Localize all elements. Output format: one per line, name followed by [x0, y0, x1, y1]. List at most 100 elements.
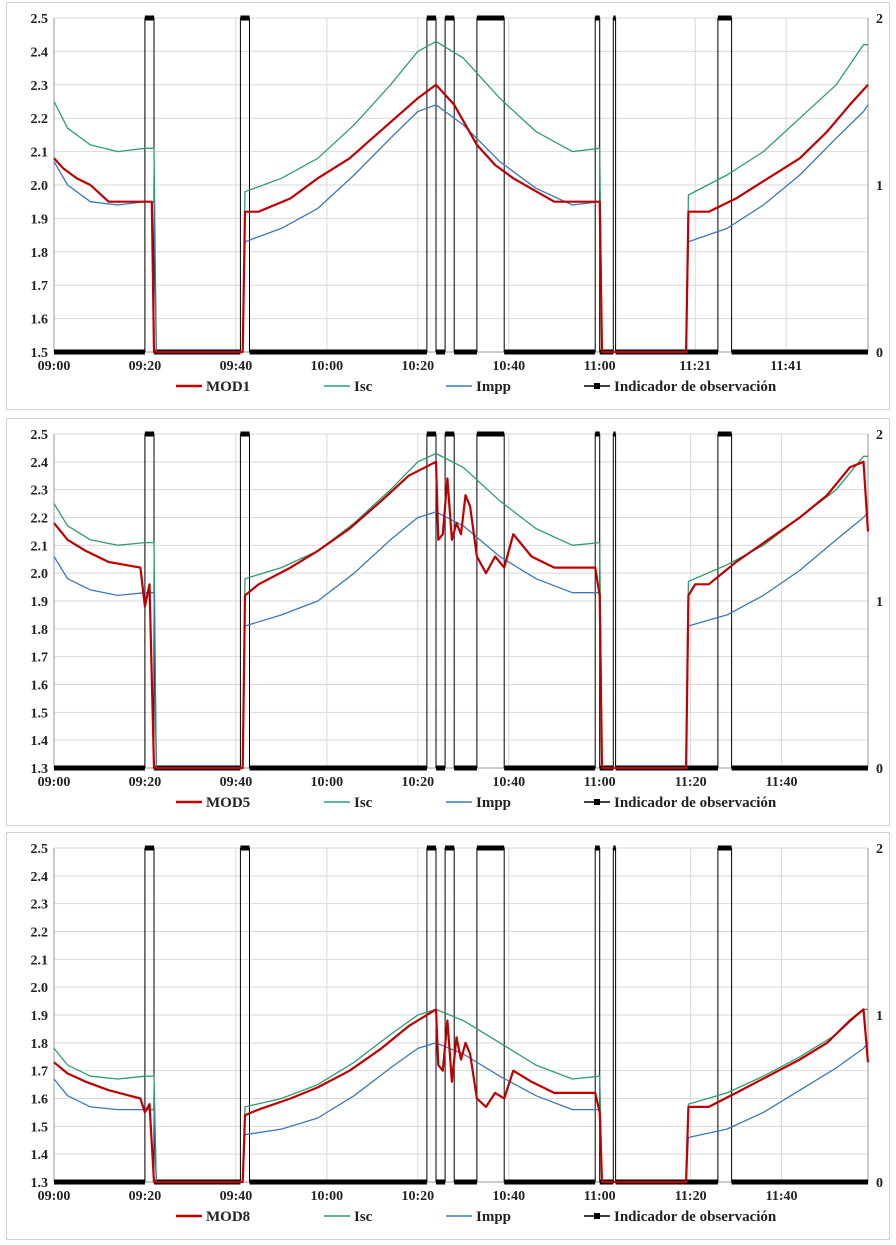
- y-tick-label: 1.8: [31, 246, 49, 261]
- y-tick-label: 2.0: [31, 179, 49, 194]
- x-tick-label: 10:20: [401, 359, 434, 374]
- y2-tick-label: 2: [876, 12, 883, 27]
- x-tick-label: 10:00: [311, 359, 344, 374]
- x-tick-label: 11:40: [766, 775, 798, 790]
- legend-label-impp: Impp: [476, 795, 511, 811]
- legend-label-impp: Impp: [476, 379, 511, 395]
- y-tick-label: 1.5: [31, 1120, 49, 1135]
- y-tick-label: 2.5: [31, 842, 49, 857]
- series-line-impp: [53, 1042, 869, 1183]
- legend-label-indicator: Indicador de observación: [614, 379, 777, 395]
- y-tick-label: 2.3: [31, 79, 49, 94]
- x-tick-label: 09:00: [38, 359, 71, 374]
- chart-panel-mod8: 2.5 2.4 2.3 2.2 2.1 2.0 1.9 1.8 1.7 1.6 1.5 1.4 1.3 0…: [6, 832, 890, 1240]
- x-tick-label: 09:20: [129, 1189, 162, 1204]
- series-line-mod: [53, 83, 869, 354]
- chart-panel-mod5: 2.5 2.4 2.3 2.2 2.1 2.0 1.9 1.8 1.7 1.6 1.5 1.4 1.3 0…: [6, 418, 890, 826]
- y-tick-label: 2.3: [31, 898, 49, 913]
- y2-tick-label: 1: [876, 1009, 883, 1024]
- x-tick-label: 10:00: [311, 775, 344, 790]
- x-tick-label: 09:00: [38, 775, 71, 790]
- y-tick-label: 1.6: [31, 679, 49, 694]
- legend-label-isc: Isc: [354, 379, 373, 395]
- x-tick-label: 09:20: [129, 359, 162, 374]
- x-tick-label: 11:20: [675, 1189, 707, 1204]
- x-tick-label: 11:40: [766, 1189, 798, 1204]
- chart-mod5: 2.52.42.32.22.12.01.91.81.71.61.51.41.30…: [6, 418, 890, 826]
- y-tick-label: 1.6: [31, 313, 49, 328]
- y2-tick-label: 2: [876, 428, 883, 443]
- x-tick-label: 09:40: [220, 1189, 253, 1204]
- y-tick-label: 1.5: [31, 346, 49, 361]
- y2-tick-label: 1: [876, 179, 883, 194]
- y-tick-label: 1.3: [31, 1176, 49, 1191]
- y-tick-label: 2.4: [31, 45, 49, 60]
- x-tick-label: 09:40: [220, 775, 253, 790]
- y-tick-label: 1.8: [31, 623, 49, 638]
- chart-panel-mod1: 2.5 2.4 2.3 2.2 2.1 2.0 1.9 1.8 1.7 1.6 1.5 09:00 09…: [6, 2, 890, 410]
- y-tick-label: 1.9: [31, 212, 49, 227]
- legend-marker-indicator: [594, 383, 600, 389]
- y-tick-label: 1.7: [31, 279, 49, 294]
- x-tick-label: 11:21: [679, 359, 711, 374]
- legend-label-mod: MOD1: [206, 379, 250, 395]
- y-tick-label: 2.0: [31, 981, 49, 996]
- y-tick-label: 2.5: [31, 428, 49, 443]
- x-tick-label: 11:41: [770, 359, 802, 374]
- y-tick-label: 1.7: [31, 1065, 49, 1080]
- x-tick-label: 09:40: [220, 359, 253, 374]
- y2-tick-label: 0: [876, 346, 883, 361]
- y-tick-label: 2.4: [31, 870, 49, 885]
- x-tick-label: 10:20: [401, 1189, 434, 1204]
- y-tick-label: 1.3: [31, 762, 49, 777]
- series-line-mod: [53, 460, 870, 770]
- legend-marker-indicator: [594, 1213, 600, 1219]
- y-tick-label: 2.4: [31, 456, 49, 471]
- legend-marker-indicator: [594, 799, 600, 805]
- legend-label-isc: Isc: [354, 1209, 373, 1225]
- chart-mod8: 2.52.42.32.22.12.01.91.81.71.61.51.41.30…: [6, 832, 890, 1240]
- y-tick-label: 1.9: [31, 1009, 49, 1024]
- y-tick-label: 2.3: [31, 484, 49, 499]
- y-tick-label: 1.8: [31, 1037, 49, 1052]
- x-tick-label: 09:00: [38, 1189, 71, 1204]
- x-tick-label: 10:20: [401, 775, 434, 790]
- y-tick-label: 1.7: [31, 651, 49, 666]
- series-line-isc: [53, 452, 868, 769]
- y-tick-label: 1.6: [31, 1093, 49, 1108]
- legend-label-indicator: Indicador de observación: [614, 1209, 777, 1225]
- series-line-isc: [53, 40, 868, 353]
- legend-label-mod: MOD8: [206, 1209, 250, 1225]
- y-tick-label: 2.1: [31, 953, 49, 968]
- y-tick-label: 2.2: [31, 112, 49, 127]
- y-tick-label: 2.0: [31, 567, 49, 582]
- x-tick-label: 11:00: [584, 359, 616, 374]
- x-tick-label: 10:40: [492, 359, 525, 374]
- legend-label-isc: Isc: [354, 795, 373, 811]
- series-line-mod: [53, 1008, 870, 1184]
- y-tick-label: 1.4: [31, 734, 49, 749]
- x-tick-label: 11:00: [584, 1189, 616, 1204]
- chart-mod1: 2.5 2.4 2.3 2.2 2.1 2.0 1.9 1.8 1.7 1.6 1.509:00 09…: [6, 2, 890, 410]
- y2-tick-label: 0: [876, 1176, 883, 1191]
- series-line-impp: [53, 511, 869, 769]
- y2-tick-label: 0: [876, 762, 883, 777]
- x-tick-label: 10:40: [492, 1189, 525, 1204]
- y-tick-label: 2.1: [31, 146, 49, 161]
- y2-tick-label: 2: [876, 842, 883, 857]
- y-tick-label: 1.9: [31, 595, 49, 610]
- x-tick-label: 10:40: [492, 775, 525, 790]
- y-tick-label: 2.5: [31, 12, 49, 27]
- legend-label-impp: Impp: [476, 1209, 511, 1225]
- y-tick-label: 1.5: [31, 706, 49, 721]
- legend-label-mod: MOD5: [206, 795, 250, 811]
- y-tick-label: 2.1: [31, 539, 49, 554]
- chart-frame: [6, 2, 890, 410]
- x-tick-label: 11:20: [675, 775, 707, 790]
- x-tick-label: 10:00: [311, 1189, 344, 1204]
- y-tick-label: 1.4: [31, 1148, 49, 1163]
- x-tick-label: 09:20: [129, 775, 162, 790]
- y-tick-label: 2.2: [31, 926, 49, 941]
- y-tick-label: 2.2: [31, 512, 49, 527]
- y2-tick-label: 1: [876, 595, 883, 610]
